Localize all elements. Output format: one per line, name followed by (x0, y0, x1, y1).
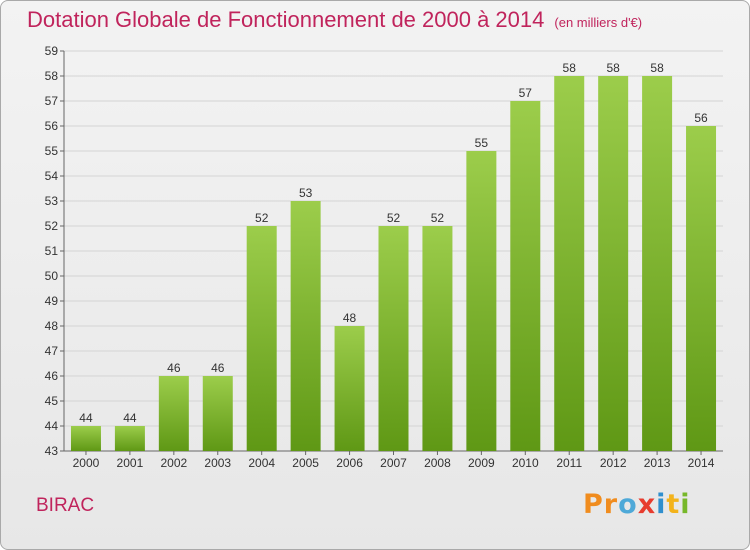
data-label-2013: 58 (650, 61, 664, 75)
bar-2008[interactable] (422, 226, 453, 451)
chart-subtitle: (en milliers d'€) (554, 15, 643, 30)
y-tick-label: 52 (45, 219, 59, 233)
x-tick-label-2014: 2014 (688, 456, 715, 470)
x-tick-label-2001: 2001 (117, 456, 144, 470)
x-tick-label-2004: 2004 (248, 456, 275, 470)
x-tick-label-2012: 2012 (600, 456, 627, 470)
proxiti-logo[interactable]: Proxiti (583, 489, 691, 520)
bar-2013[interactable] (642, 76, 673, 451)
y-tick-label: 49 (45, 294, 59, 308)
data-label-2014: 56 (694, 111, 708, 125)
y-tick-label: 58 (45, 69, 59, 83)
bar-2006[interactable] (334, 326, 365, 451)
y-tick-label: 48 (45, 319, 59, 333)
y-tick-label: 54 (45, 169, 59, 183)
data-label-2006: 48 (343, 311, 357, 325)
data-label-2001: 44 (123, 411, 137, 425)
data-label-2008: 52 (431, 211, 445, 225)
data-label-2007: 52 (387, 211, 401, 225)
y-tick-label: 59 (45, 44, 59, 58)
bar-2010[interactable] (510, 101, 541, 451)
x-tick-label-2006: 2006 (336, 456, 363, 470)
bars (70, 76, 717, 451)
data-label-2000: 44 (79, 411, 93, 425)
chart-title: Dotation Globale de Fonctionnement de 20… (27, 7, 642, 33)
logo-letter: P (583, 489, 604, 520)
logo-letter: t (666, 489, 681, 520)
data-label-2012: 58 (606, 61, 620, 75)
x-tick-label-2003: 2003 (204, 456, 231, 470)
data-label-2010: 57 (519, 86, 533, 100)
logo-letter: r (603, 489, 619, 520)
bar-2003[interactable] (202, 376, 233, 451)
y-tick-label: 47 (45, 344, 59, 358)
x-tick-label-2013: 2013 (644, 456, 671, 470)
logo-letter: i (656, 489, 667, 520)
y-tick-label: 44 (45, 419, 59, 433)
x-tick-label-2005: 2005 (292, 456, 319, 470)
x-tick-label-2002: 2002 (160, 456, 187, 470)
bar-2005[interactable] (290, 201, 321, 451)
data-label-2009: 55 (475, 136, 489, 150)
y-tick-label: 45 (45, 394, 59, 408)
bar-2000[interactable] (70, 426, 101, 451)
x-tick-label-2007: 2007 (380, 456, 407, 470)
bar-2007[interactable] (378, 226, 409, 451)
y-tick-label: 55 (45, 144, 59, 158)
data-label-2005: 53 (299, 186, 313, 200)
logo-letter: x (637, 489, 657, 520)
bar-2014[interactable] (686, 126, 717, 451)
data-label-2003: 46 (211, 361, 225, 375)
bar-2002[interactable] (158, 376, 189, 451)
y-tick-label: 56 (45, 119, 59, 133)
y-tick-label: 50 (45, 269, 59, 283)
x-tick-label-2008: 2008 (424, 456, 451, 470)
labels: 44 44 46 46 52 53 48 52 52 55 57 58 58 58 56 (79, 61, 708, 425)
chart-title-text: Dotation Globale de Fonctionnement de 20… (27, 7, 545, 32)
data-label-2004: 52 (255, 211, 269, 225)
x-tick-label-2011: 2011 (556, 456, 582, 470)
bar-2004[interactable] (246, 226, 277, 451)
x-tick-label-2000: 2000 (73, 456, 100, 470)
logo-letter: o (618, 489, 638, 520)
bar-2012[interactable] (598, 76, 629, 451)
bar-2011[interactable] (554, 76, 585, 451)
x-tick-label-2010: 2010 (512, 456, 539, 470)
x-tick-label-2009: 2009 (468, 456, 495, 470)
y-tick-label: 57 (45, 94, 59, 108)
bar-2001[interactable] (114, 426, 145, 451)
data-label-2002: 46 (167, 361, 181, 375)
y-tick-label: 53 (45, 194, 59, 208)
y-tick-label: 46 (45, 369, 59, 383)
commune-name: BIRAC (36, 495, 95, 516)
y-tick-label: 43 (45, 444, 59, 458)
logo-letter: i (680, 489, 691, 520)
bar-2009[interactable] (466, 151, 497, 451)
data-label-2011: 58 (563, 61, 577, 75)
y-tick-label: 51 (45, 244, 59, 258)
